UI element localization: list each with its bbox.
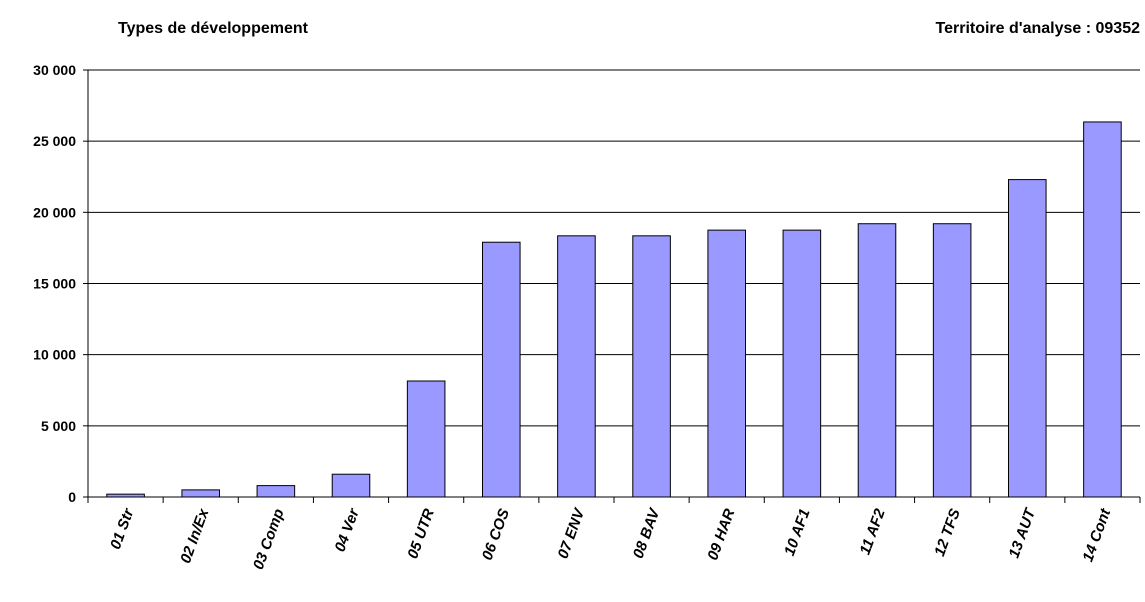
bar <box>331 473 371 498</box>
bar <box>406 380 446 498</box>
bar <box>1083 121 1122 498</box>
bar <box>632 235 671 498</box>
bar <box>857 223 897 498</box>
x-tick-label: 14 Cont <box>1079 506 1114 564</box>
y-tick-label: 0 <box>68 489 76 505</box>
y-tick-label: 20 000 <box>33 204 76 220</box>
x-tick-label: 05 UTR <box>404 506 438 561</box>
x-tick-label: 04 Ver <box>332 505 364 554</box>
x-tick-label: 10 AF1 <box>781 507 814 559</box>
y-tick-label: 10 000 <box>33 347 76 363</box>
chart-subtitle: Territoire d'analyse : 09352 <box>936 20 1141 37</box>
x-tick-label: 07 ENV <box>555 505 589 561</box>
bar <box>482 241 521 498</box>
bar <box>1008 179 1047 498</box>
x-tick-label: 02 In/Ex <box>177 506 213 566</box>
bar <box>256 485 296 498</box>
bar <box>106 493 145 498</box>
bar <box>932 223 972 498</box>
x-tick-label: 12 TFS <box>931 507 964 559</box>
bar <box>782 229 822 498</box>
x-tick-label: 06 COS <box>479 507 513 563</box>
x-tick-label: 08 BAV <box>630 505 664 561</box>
x-tick-label: 11 AF2 <box>857 506 889 557</box>
y-tick-label: 30 000 <box>33 62 76 78</box>
bar <box>557 235 596 498</box>
bar <box>181 489 221 498</box>
y-tick-label: 5 000 <box>41 418 76 434</box>
y-tick-label: 15 000 <box>33 276 76 292</box>
x-tick-label: 01 Str <box>107 505 138 551</box>
x-tick-label: 13 AUT <box>1006 505 1040 561</box>
chart-title: Types de développement <box>118 20 309 37</box>
bar <box>707 229 747 498</box>
y-tick-label: 25 000 <box>33 133 76 149</box>
x-tick-label: 09 HAR <box>704 506 738 562</box>
x-tick-label: 03 Comp <box>250 507 288 572</box>
